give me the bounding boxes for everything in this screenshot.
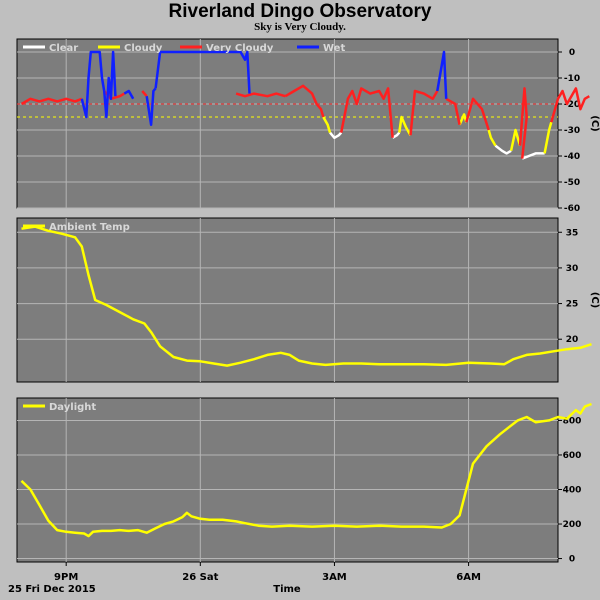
series-clear-line-3 — [521, 152, 545, 160]
ytick-label-3-0: 800 — [563, 416, 582, 426]
xtick-label-0: 9PM — [54, 572, 78, 583]
series-cloudy-line-3 — [487, 129, 497, 147]
legend-label-very-cloudy: Very Cloudy — [206, 43, 274, 54]
ytick-label-1-0: 0 — [569, 48, 575, 58]
series-very-cloudy-line-4 — [284, 84, 325, 118]
legend-label-cloudy: Cloudy — [124, 43, 163, 54]
ytick-label-3-1: 600 — [563, 451, 582, 461]
legend-label-daylight: Daylight — [49, 402, 96, 413]
series-very-cloudy-line-10 — [550, 87, 590, 123]
series-very-cloudy-line-0 — [20, 97, 83, 106]
series-cloudy-line-4 — [509, 128, 522, 152]
series-wet-line-1 — [102, 50, 117, 119]
legend-label-ambient-temp: Ambient Temp — [49, 222, 130, 233]
ytick-label-1-3: -30 — [564, 126, 580, 136]
xtick-label-3: 6AM — [456, 572, 481, 583]
ytick-label-2-1: 30 — [566, 264, 579, 274]
ytick-label-1-4: -40 — [564, 152, 580, 162]
legend-label-wet: Wet — [323, 43, 345, 54]
page-title: Riverland Dingo Observatory — [168, 1, 432, 22]
series-very-cloudy-line-6 — [409, 89, 439, 136]
x-date-label: 25 Fri Dec 2015 — [8, 584, 96, 595]
series-wet-line-0 — [80, 50, 106, 119]
series-very-cloudy-line-7 — [445, 97, 461, 126]
series-wet-line-2 — [123, 89, 135, 100]
ytick-label-2-3: 20 — [566, 335, 579, 345]
series-clear-line-2 — [494, 144, 512, 155]
ytick-label-1-1: -10 — [564, 74, 580, 84]
x-axis-label: Time — [273, 584, 301, 595]
ytick-label-3-2: 400 — [563, 485, 582, 495]
y-unit-label-1: (C) — [589, 115, 600, 131]
y-unit-label-2: (C) — [589, 292, 600, 308]
series-clear-line-1 — [391, 131, 401, 139]
series-cloudy-line-5 — [543, 121, 553, 154]
ytick-label-3-4: 0 — [569, 555, 575, 565]
series-ambient-temp-line-0 — [21, 225, 592, 367]
series-very-cloudy-line-2 — [141, 90, 148, 98]
ytick-label-2-0: 35 — [566, 228, 579, 238]
legend-label-clear: Clear — [49, 43, 78, 54]
plot-area-1 — [16, 38, 559, 209]
series-wet-line-4 — [154, 50, 251, 94]
xtick-label-1: 26 Sat — [182, 572, 218, 583]
series-cloudy-line-0 — [322, 116, 332, 133]
series-wet-line-5 — [436, 50, 448, 99]
series-daylight-line-0 — [20, 402, 592, 538]
series-wet-line-3 — [145, 87, 157, 127]
xtick-label-2: 3AM — [322, 572, 347, 583]
series-very-cloudy-line-3 — [235, 92, 286, 98]
ytick-label-1-6: -60 — [564, 204, 580, 214]
sky-status: Sky is Very Cloudy. — [254, 21, 346, 33]
plot-area-3 — [16, 397, 559, 563]
series-very-cloudy-line-8 — [465, 97, 490, 131]
series-cloudy-line-2 — [458, 113, 468, 126]
ytick-label-2-2: 25 — [566, 300, 579, 310]
series-cloudy-line-1 — [398, 115, 412, 136]
series-clear-line-0 — [329, 131, 343, 140]
ytick-label-1-2: -20 — [564, 100, 580, 110]
series-very-cloudy-line-9 — [518, 87, 528, 159]
series-very-cloudy-line-5 — [339, 87, 394, 138]
ytick-label-1-5: -50 — [564, 178, 580, 188]
ytick-label-3-3: 200 — [563, 520, 582, 530]
